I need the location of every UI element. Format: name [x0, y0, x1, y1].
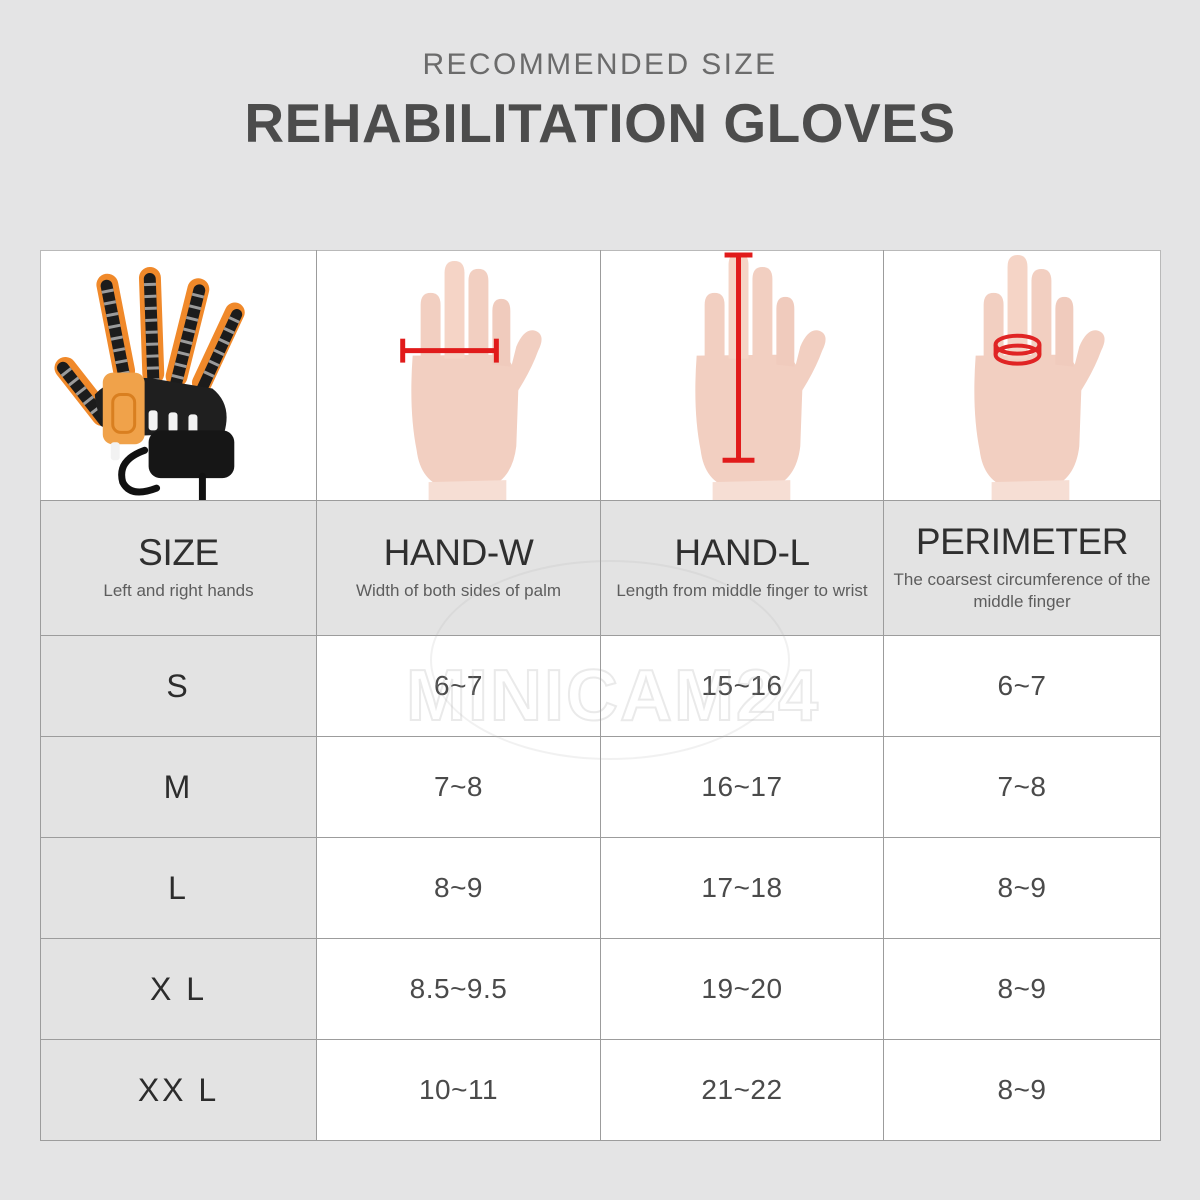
cell-hand-w: 7~8: [316, 736, 601, 839]
cell-size: L: [40, 837, 317, 940]
table-row: XX L 10~11 21~22 8~9: [40, 1039, 1161, 1142]
cell-size: X L: [40, 938, 317, 1041]
page-header: RECOMMENDED SIZE REHABILITATION GLOVES: [0, 48, 1200, 153]
hand-width-image-cell: [316, 250, 601, 502]
column-subtitle-perimeter: The coarsest circumference of the middle…: [893, 569, 1151, 612]
cell-perimeter: 7~8: [883, 736, 1161, 839]
perimeter-image-cell: [883, 250, 1161, 502]
column-title-hand-l: HAND-L: [674, 531, 810, 573]
page-title: REHABILITATION GLOVES: [244, 92, 956, 154]
column-title-hand-w: HAND-W: [383, 531, 534, 573]
column-title-size: SIZE: [138, 531, 219, 573]
cell-size: M: [40, 736, 317, 839]
cell-size: S: [40, 635, 317, 738]
column-header-perimeter: PERIMETER The coarsest circumference of …: [883, 500, 1161, 637]
column-header-size: SIZE Left and right hands: [40, 500, 317, 637]
table-header-row: SIZE Left and right hands HAND-W Width o…: [40, 500, 1161, 637]
cell-size: XX L: [40, 1039, 317, 1142]
cell-hand-l: 15~16: [600, 635, 884, 738]
size-chart-table: SIZE Left and right hands HAND-W Width o…: [40, 250, 1161, 1142]
finger-perimeter-measure-diagram: [884, 251, 1160, 501]
hand-width-measure-diagram: [317, 251, 600, 501]
cell-perimeter: 8~9: [883, 1039, 1161, 1142]
cell-hand-l: 17~18: [600, 837, 884, 940]
table-row: S 6~7 15~16 6~7: [40, 635, 1161, 738]
table-row: X L 8.5~9.5 19~20 8~9: [40, 938, 1161, 1041]
illustration-row: [40, 250, 1161, 502]
column-header-hand-l: HAND-L Length from middle finger to wris…: [600, 500, 884, 637]
page-eyebrow: RECOMMENDED SIZE: [422, 48, 778, 81]
column-title-perimeter: PERIMETER: [915, 520, 1129, 562]
column-header-hand-w: HAND-W Width of both sides of palm: [316, 500, 601, 637]
hand-length-measure-diagram: [601, 251, 883, 501]
cell-hand-l: 21~22: [600, 1039, 884, 1142]
column-subtitle-hand-w: Width of both sides of palm: [355, 580, 562, 600]
cell-hand-w: 8~9: [316, 837, 601, 940]
table-row: M 7~8 16~17 7~8: [40, 736, 1161, 839]
cell-hand-l: 16~17: [600, 736, 884, 839]
column-subtitle-size: Left and right hands: [103, 580, 254, 600]
cell-hand-w: 10~11: [316, 1039, 601, 1142]
cell-hand-w: 8.5~9.5: [316, 938, 601, 1041]
rehabilitation-glove-product-photo: [41, 251, 316, 501]
cell-hand-w: 6~7: [316, 635, 601, 738]
cell-perimeter: 8~9: [883, 837, 1161, 940]
table-row: L 8~9 17~18 8~9: [40, 837, 1161, 940]
hand-length-image-cell: [600, 250, 884, 502]
cell-perimeter: 6~7: [883, 635, 1161, 738]
cell-perimeter: 8~9: [883, 938, 1161, 1041]
product-image-cell: [40, 250, 317, 502]
cell-hand-l: 19~20: [600, 938, 884, 1041]
column-subtitle-hand-l: Length from middle finger to wrist: [616, 580, 868, 600]
